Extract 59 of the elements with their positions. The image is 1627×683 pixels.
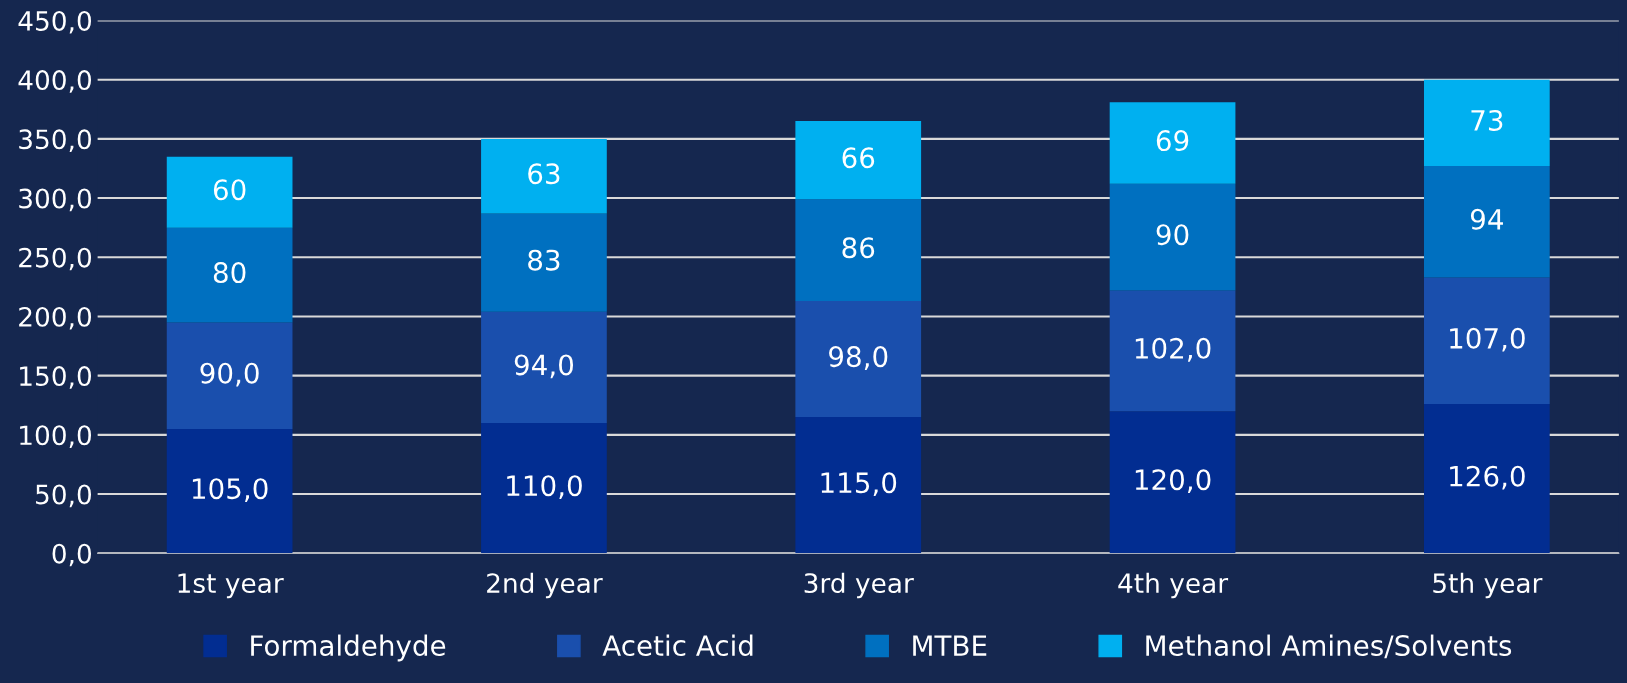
bar xyxy=(481,423,607,554)
bar xyxy=(166,428,293,554)
bar xyxy=(795,417,922,554)
data-label: 126,0 xyxy=(1450,465,1525,490)
y-tick-label: 350,0 xyxy=(19,129,92,152)
data-label: 60 xyxy=(213,179,246,201)
legend-label: MTBE xyxy=(913,635,987,656)
bar xyxy=(1423,404,1550,554)
bar xyxy=(795,121,922,200)
bar xyxy=(1109,183,1236,291)
y-tick-label: 400,0 xyxy=(18,70,92,93)
bar xyxy=(1109,290,1236,412)
data-label: 94 xyxy=(1470,208,1503,230)
data-label: 120,0 xyxy=(1135,469,1211,494)
bar xyxy=(166,156,293,228)
legend-label: Methanol Amines/Solvents xyxy=(1146,634,1512,659)
data-label: 80 xyxy=(213,262,246,284)
bar xyxy=(481,138,607,214)
x-tick-label: 2nd year xyxy=(487,572,603,599)
y-tick-label: 50,0 xyxy=(36,484,92,508)
data-label: 73 xyxy=(1471,109,1503,131)
x-tick-label: 3rd year xyxy=(804,572,914,599)
bar xyxy=(1109,102,1236,184)
bar xyxy=(166,322,293,429)
data-label: 90 xyxy=(1156,224,1189,246)
bar xyxy=(481,311,607,423)
data-label: 90,0 xyxy=(200,362,259,387)
data-label: 83 xyxy=(528,249,560,271)
data-label: 102,0 xyxy=(1135,337,1211,362)
y-tick-label: 250,0 xyxy=(19,247,92,271)
data-label: 110,0 xyxy=(507,475,582,500)
bar xyxy=(481,213,607,312)
bar xyxy=(1423,277,1550,405)
data-label: 115,0 xyxy=(821,472,897,497)
bar xyxy=(1423,166,1550,278)
x-tick-label: 4th year xyxy=(1118,572,1229,599)
y-tick-label: 300,0 xyxy=(19,188,92,212)
legend-label: Formaldehyde xyxy=(251,634,446,662)
y-tick-label: 200,0 xyxy=(19,306,92,330)
bar xyxy=(795,199,922,302)
data-label: 86 xyxy=(842,237,875,259)
x-tick-label: 1st year xyxy=(178,573,284,599)
data-label: 66 xyxy=(842,147,875,169)
bar xyxy=(166,227,293,323)
data-label: 107,0 xyxy=(1450,327,1525,352)
bar xyxy=(1423,79,1550,167)
data-label: 105,0 xyxy=(192,478,268,502)
data-label: 94,0 xyxy=(514,354,574,379)
bar xyxy=(1109,411,1236,554)
bar xyxy=(795,301,922,418)
x-tick-label: 5th year xyxy=(1433,572,1543,599)
data-label: 98,0 xyxy=(829,346,888,370)
y-tick-label: 0,0 xyxy=(52,543,92,567)
data-label: 69 xyxy=(1156,130,1189,152)
y-tick-label: 450,0 xyxy=(18,10,92,34)
data-label: 63 xyxy=(528,163,560,185)
y-tick-label: 150,0 xyxy=(20,366,92,389)
legend-label: Acetic Acid xyxy=(602,634,753,657)
y-tick-label: 100,0 xyxy=(20,425,92,448)
